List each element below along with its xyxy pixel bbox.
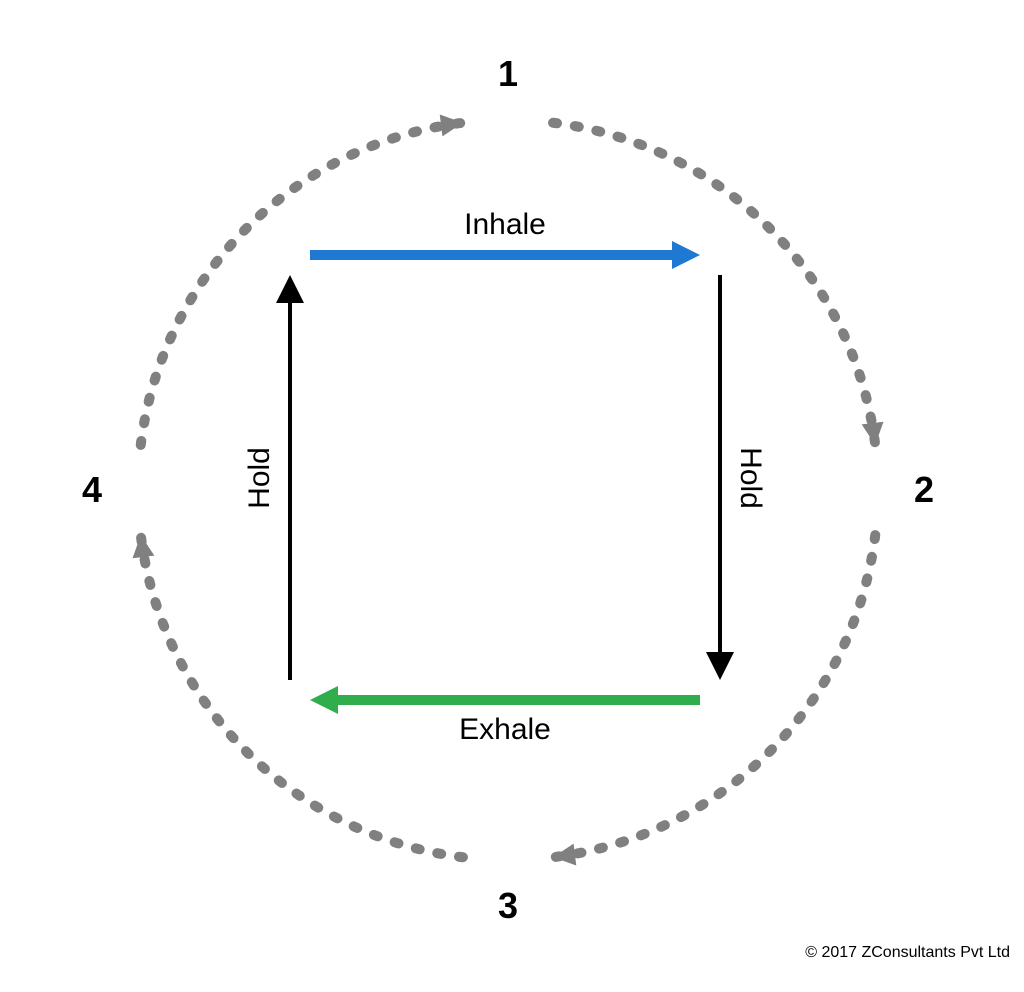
square-label-right: Hold (733, 447, 767, 509)
step-number-2: 2 (914, 469, 934, 511)
square-label-top: Inhale (464, 208, 546, 242)
diagram-svg (0, 0, 1024, 987)
step-number-3: 3 (498, 885, 518, 927)
background (0, 0, 1024, 987)
square-label-left: Hold (243, 447, 277, 509)
step-number-1: 1 (498, 53, 518, 95)
diagram-canvas: 1 2 3 4 Inhale Hold Exhale Hold © 2017 ZConsulta… (0, 0, 1024, 987)
step-number-4: 4 (82, 469, 102, 511)
credit-text: © 2017 ZConsultants Pvt Ltd (805, 944, 1010, 962)
square-label-bottom: Exhale (459, 713, 551, 747)
